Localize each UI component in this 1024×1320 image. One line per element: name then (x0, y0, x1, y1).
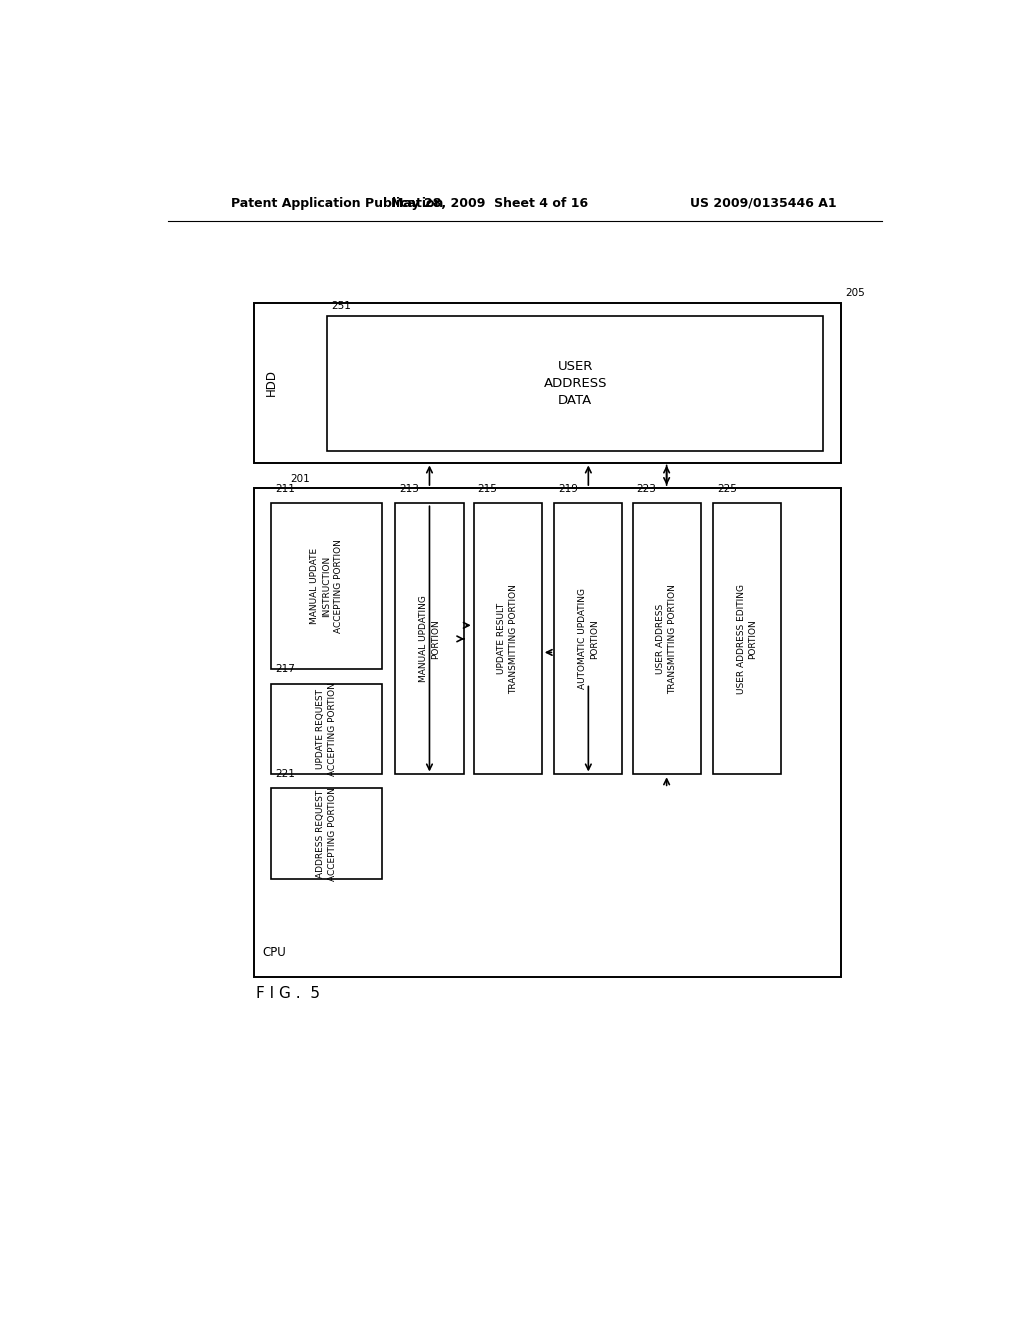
Bar (271, 503, 382, 669)
Bar (254, 488, 841, 977)
Text: 217: 217 (275, 664, 295, 675)
Text: 201: 201 (290, 474, 310, 484)
Text: Patent Application Publication: Patent Application Publication (231, 197, 443, 210)
Text: 205: 205 (845, 288, 864, 298)
Bar (554, 503, 623, 775)
Bar (328, 317, 823, 451)
Text: 221: 221 (275, 770, 295, 779)
Text: HDD: HDD (265, 370, 279, 396)
Text: ADDRESS REQUEST
ACCEPTING PORTION: ADDRESS REQUEST ACCEPTING PORTION (316, 787, 337, 880)
Text: 215: 215 (477, 484, 498, 494)
Text: UPDATE RESULT
TRANSMITTING PORTION: UPDATE RESULT TRANSMITTING PORTION (498, 583, 518, 694)
Text: CPU: CPU (262, 945, 286, 958)
Text: UPDATE REQUEST
ACCEPTING PORTION: UPDATE REQUEST ACCEPTING PORTION (316, 682, 337, 776)
Bar (474, 503, 542, 775)
Text: US 2009/0135446 A1: US 2009/0135446 A1 (689, 197, 837, 210)
Text: USER ADDRESS
TRANSMITTING PORTION: USER ADDRESS TRANSMITTING PORTION (656, 583, 677, 694)
Text: 213: 213 (399, 484, 419, 494)
Text: 211: 211 (275, 484, 295, 494)
Text: F I G .  5: F I G . 5 (256, 986, 319, 1002)
Bar (271, 788, 382, 879)
Text: MANUAL UPDATING
PORTION: MANUAL UPDATING PORTION (419, 595, 440, 682)
Bar (254, 304, 841, 462)
Bar (713, 503, 781, 775)
Text: 223: 223 (637, 484, 656, 494)
Text: MANUAL UPDATE
INSTRUCTION
ACCEPTING PORTION: MANUAL UPDATE INSTRUCTION ACCEPTING PORT… (310, 539, 343, 634)
Text: AUTOMATIC UPDATING
PORTION: AUTOMATIC UPDATING PORTION (578, 589, 599, 689)
Bar (271, 684, 382, 775)
Text: 219: 219 (558, 484, 579, 494)
Text: USER
ADDRESS
DATA: USER ADDRESS DATA (544, 360, 607, 407)
Text: 251: 251 (331, 301, 351, 312)
Bar (395, 503, 464, 775)
Text: USER ADDRESS EDITING
PORTION: USER ADDRESS EDITING PORTION (737, 583, 758, 694)
Text: 225: 225 (717, 484, 737, 494)
Bar (633, 503, 700, 775)
Text: May 28, 2009  Sheet 4 of 16: May 28, 2009 Sheet 4 of 16 (390, 197, 588, 210)
